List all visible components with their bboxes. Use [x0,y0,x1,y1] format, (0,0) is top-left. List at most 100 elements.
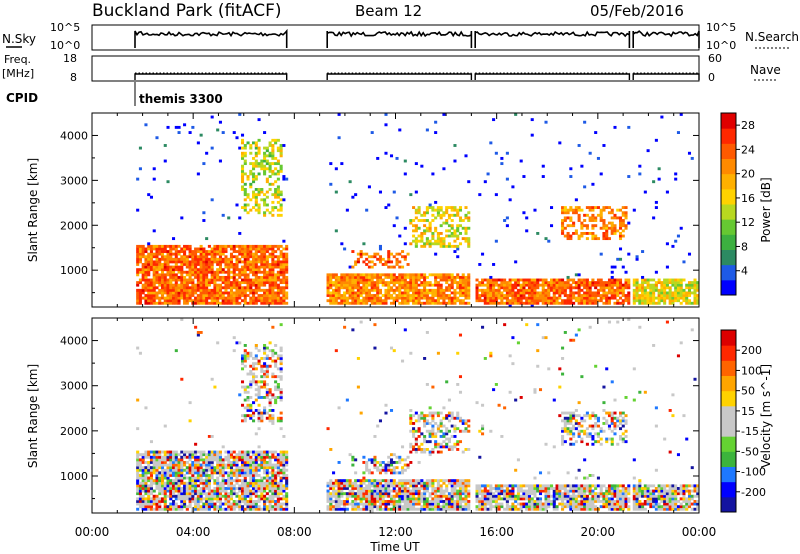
scatter-cell [218,291,222,295]
scatter-cell [185,260,189,264]
scatter-cell [191,281,195,285]
scatter-cell [268,487,272,490]
scatter-cell [246,283,250,287]
scatter-cell [240,185,245,189]
scatter-cell [199,458,203,462]
scatter-cell [138,489,142,493]
scatter-cell [403,505,407,509]
scatter-cell [238,288,242,292]
scatter-cell [643,301,647,305]
scatter-cell [621,286,625,290]
scatter-cell [174,301,178,305]
scatter-cell [141,479,145,483]
scatter-cell [409,286,413,290]
scatter-cell [492,299,496,303]
scatter-cell [618,301,623,305]
scatter-cell [602,226,606,230]
scatter-cell [174,466,178,470]
scatter-cell [229,291,234,295]
scatter-cell [279,487,283,490]
scatter-cell [403,468,407,472]
scatter-cell [395,296,399,300]
scatter-cell [249,144,253,147]
scatter-cell [147,244,151,248]
scatter-cell [511,291,515,295]
scatter-cell [271,414,275,418]
scatter-cell [602,219,606,222]
scatter-cell [406,294,410,297]
scatter-cell [240,138,245,142]
scatter-cell [194,484,198,488]
scatter-cell [252,263,256,266]
scatter-cell [392,291,396,295]
scatter-cell [279,252,283,256]
scatter-cell [196,471,200,475]
scatter-cell [254,281,258,285]
scatter-cell [387,275,391,279]
scatter-cell [274,156,278,160]
scatter-cell [216,484,220,488]
scatter-cell [690,283,694,287]
scatter-cell [406,263,410,266]
scatter-cell [268,450,272,454]
scatter-cell [356,273,360,277]
scatter-cell [213,471,217,475]
scatter-cell [276,471,280,475]
scatter-cell [243,188,247,191]
scatter-cell [183,283,187,287]
scatter-cell [285,268,289,272]
colorbar-tick-label: 20 [741,168,755,181]
scatter-cell [232,275,236,279]
scatter-cell [643,281,647,285]
scatter-cell [450,296,454,300]
scatter-cell [439,283,443,287]
scatter-cell [147,283,151,287]
scatter-cell [282,455,286,459]
scatter-cell [207,487,211,490]
scatter-cell [285,500,289,503]
scatter-cell [412,288,416,292]
scatter-cell [373,273,377,277]
scatter-cell [409,278,413,282]
scatter-cell [254,461,258,464]
scatter-cell [141,476,145,480]
scatter-cell [392,505,396,509]
scatter-cell [260,299,264,303]
scatter-cell [401,497,405,501]
scatter-cell [205,296,209,300]
scatter-cell [163,461,167,464]
scatter-cell [185,471,189,475]
scatter-cell [447,206,451,210]
scatter-cell [657,301,661,305]
scatter-cell [166,463,170,467]
scatter-cell [243,257,247,261]
scatter-cell [326,500,330,503]
scatter-cell [199,492,203,496]
scatter-cell [180,468,184,472]
scatter-cell [191,252,195,256]
scatter-cell [367,296,371,300]
scatter-cell [345,296,349,300]
scatter-cell [274,195,278,199]
scatter-cell [696,286,700,290]
scatter-cell [381,494,385,498]
scatter-cell [163,283,167,287]
scatter-cell [169,463,173,467]
scatter-cell [257,385,261,389]
scatter-cell [218,497,222,501]
scatter-cell [676,294,680,297]
scatter-cell [505,286,509,290]
scatter-cell [246,458,250,462]
scatter-cell [594,301,598,305]
scatter-cell [527,278,531,282]
scatter-cell [401,250,405,253]
scatter-cell [257,450,261,454]
scatter-cell [152,468,156,472]
scatter-cell [163,474,167,477]
scatter-cell [613,281,617,285]
scatter-cell [381,507,385,511]
scatter-cell [334,494,338,498]
scatter-cell [188,471,192,475]
scatter-cell [525,291,529,295]
scatter-cell [384,463,388,467]
